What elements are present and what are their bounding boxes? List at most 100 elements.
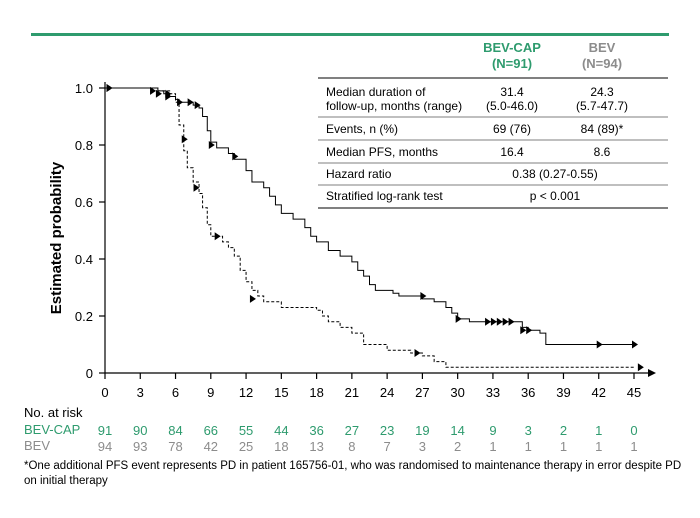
bevcap-censor-marker (496, 317, 503, 326)
bevcap-censor-marker (632, 340, 638, 349)
x-axis-arrow (648, 369, 656, 377)
at-risk-bev-value: 1 (489, 439, 496, 454)
row-events-bevcap: 69 (76) (493, 122, 531, 136)
row-followup-bev-1: 24.3 (590, 85, 614, 99)
col-bevcap-head-1: BEV-CAP (483, 40, 541, 55)
bev-censor-marker (637, 363, 644, 372)
y-tick-label: 0.4 (75, 252, 93, 267)
y-tick-label: 0.8 (75, 138, 93, 153)
bevcap-censor-marker (187, 98, 194, 107)
bevcap-censor-marker (155, 89, 162, 98)
col-bev-head-1: BEV (589, 40, 616, 55)
row-hazard-label: Hazard ratio (326, 167, 392, 181)
bev-censor-marker (106, 84, 113, 92)
row-followup-bev-2: (5.7-47.7) (576, 99, 628, 113)
top-rule (31, 33, 669, 36)
stats-table: BEV-CAP (N=91) BEV (N=94) Median duratio… (318, 40, 668, 209)
at-risk-bevcap-value: 90 (133, 423, 147, 438)
x-tick-label: 0 (101, 385, 108, 400)
at-risk-bevcap-value: 9 (489, 423, 496, 438)
x-tick-label: 36 (521, 385, 535, 400)
row-logrank-label: Stratified log-rank test (326, 189, 443, 203)
at-risk-title: No. at risk (24, 405, 83, 420)
x-tick-label: 15 (274, 385, 288, 400)
at-risk-label-bev: BEV (24, 438, 51, 453)
at-risk-bevcap-value: 14 (450, 423, 464, 438)
at-risk-bev-value: 3 (419, 439, 426, 454)
at-risk-bev-value: 1 (525, 439, 532, 454)
bevcap-censor-marker (232, 152, 239, 161)
bevcap-censor-marker (194, 101, 201, 110)
at-risk-bev-value: 1 (595, 439, 602, 454)
at-risk-bevcap-value: 2 (560, 423, 567, 438)
y-tick-label: 0 (86, 366, 93, 381)
at-risk-bev-value: 1 (630, 439, 637, 454)
x-tick-label: 45 (627, 385, 641, 400)
bev-censor-marker (165, 89, 172, 98)
at-risk-bevcap-value: 0 (630, 423, 637, 438)
x-tick-label: 9 (207, 385, 214, 400)
at-risk-bev-value: 93 (133, 439, 147, 454)
x-tick-label: 42 (591, 385, 605, 400)
row-followup-bevcap-2: (5.0-46.0) (486, 99, 538, 113)
bevcap-censor-marker (485, 317, 492, 326)
survival-curves (105, 84, 644, 372)
at-risk-bevcap-value: 66 (204, 423, 218, 438)
row-hazard-value: 0.38 (0.27-0.55) (512, 167, 597, 181)
bev-censor-marker (181, 135, 188, 144)
x-tick-label: 30 (450, 385, 464, 400)
at-risk-bev-value: 2 (454, 439, 461, 454)
at-risk-bevcap-value: 27 (345, 423, 359, 438)
y-tick-label: 0.6 (75, 195, 93, 210)
bevcap-censor-marker (596, 340, 603, 349)
at-risk-bevcap-value: 55 (239, 423, 253, 438)
at-risk-bev-value: 42 (204, 439, 218, 454)
y-tick-label: 0.2 (75, 309, 93, 324)
bev-censor-marker (414, 349, 421, 358)
col-bevcap-head-2: (N=91) (492, 56, 532, 71)
x-tick-label: 6 (172, 385, 179, 400)
at-risk-bevcap-value: 23 (380, 423, 394, 438)
bevcap-censor-marker (150, 86, 157, 95)
at-risk-bevcap-value: 3 (525, 423, 532, 438)
at-risk-bevcap-value: 91 (98, 423, 112, 438)
at-risk-bev-value: 1 (560, 439, 567, 454)
at-risk-bevcap-value: 1 (595, 423, 602, 438)
bevcap-censor-marker (502, 317, 509, 326)
x-tick-label: 12 (239, 385, 253, 400)
x-tick-label: 39 (556, 385, 570, 400)
y-tick-label: 1.0 (75, 81, 93, 96)
col-bev-head-2: (N=94) (582, 56, 622, 71)
at-risk-table: 91 90 84 66 55 44 36 27 23 19 14 9 3 2 1 094 93 78 42 25 18 1… (98, 423, 638, 454)
bev-censor-marker (249, 294, 256, 303)
bev-curve (105, 87, 634, 368)
bevcap-censor-marker (420, 292, 427, 301)
bevcap-censor-marker (508, 317, 515, 326)
row-followup-bevcap-1: 31.4 (500, 85, 524, 99)
at-risk-bev-value: 25 (239, 439, 253, 454)
row-followup-label-2: follow-up, months (range) (326, 99, 462, 113)
x-tick-label: 18 (309, 385, 323, 400)
bevcap-censor-marker (490, 317, 497, 326)
row-events-label: Events, n (%) (326, 122, 398, 136)
row-events-bev: 84 (89)* (581, 122, 624, 136)
at-risk-bevcap-value: 44 (274, 423, 288, 438)
bev-censor-marker (193, 183, 200, 192)
at-risk-bevcap-value: 84 (168, 423, 182, 438)
row-followup-label-1: Median duration of (326, 85, 426, 99)
at-risk-bev-value: 78 (168, 439, 182, 454)
y-axis-label: Estimated probability (48, 161, 65, 314)
bevcap-censor-marker (208, 141, 215, 149)
x-tick-label: 3 (137, 385, 144, 400)
bev-censor-marker (214, 232, 221, 241)
bevcap-censor-marker (455, 314, 462, 323)
row-median-pfs-bevcap: 16.4 (500, 145, 524, 159)
at-risk-bev-value: 94 (98, 439, 112, 454)
bevcap-censor-marker (520, 326, 527, 335)
row-median-pfs-label: Median PFS, months (326, 145, 438, 159)
at-risk-bev-value: 18 (274, 439, 288, 454)
at-risk-bevcap-value: 19 (415, 423, 429, 438)
at-risk-bevcap-value: 36 (309, 423, 323, 438)
